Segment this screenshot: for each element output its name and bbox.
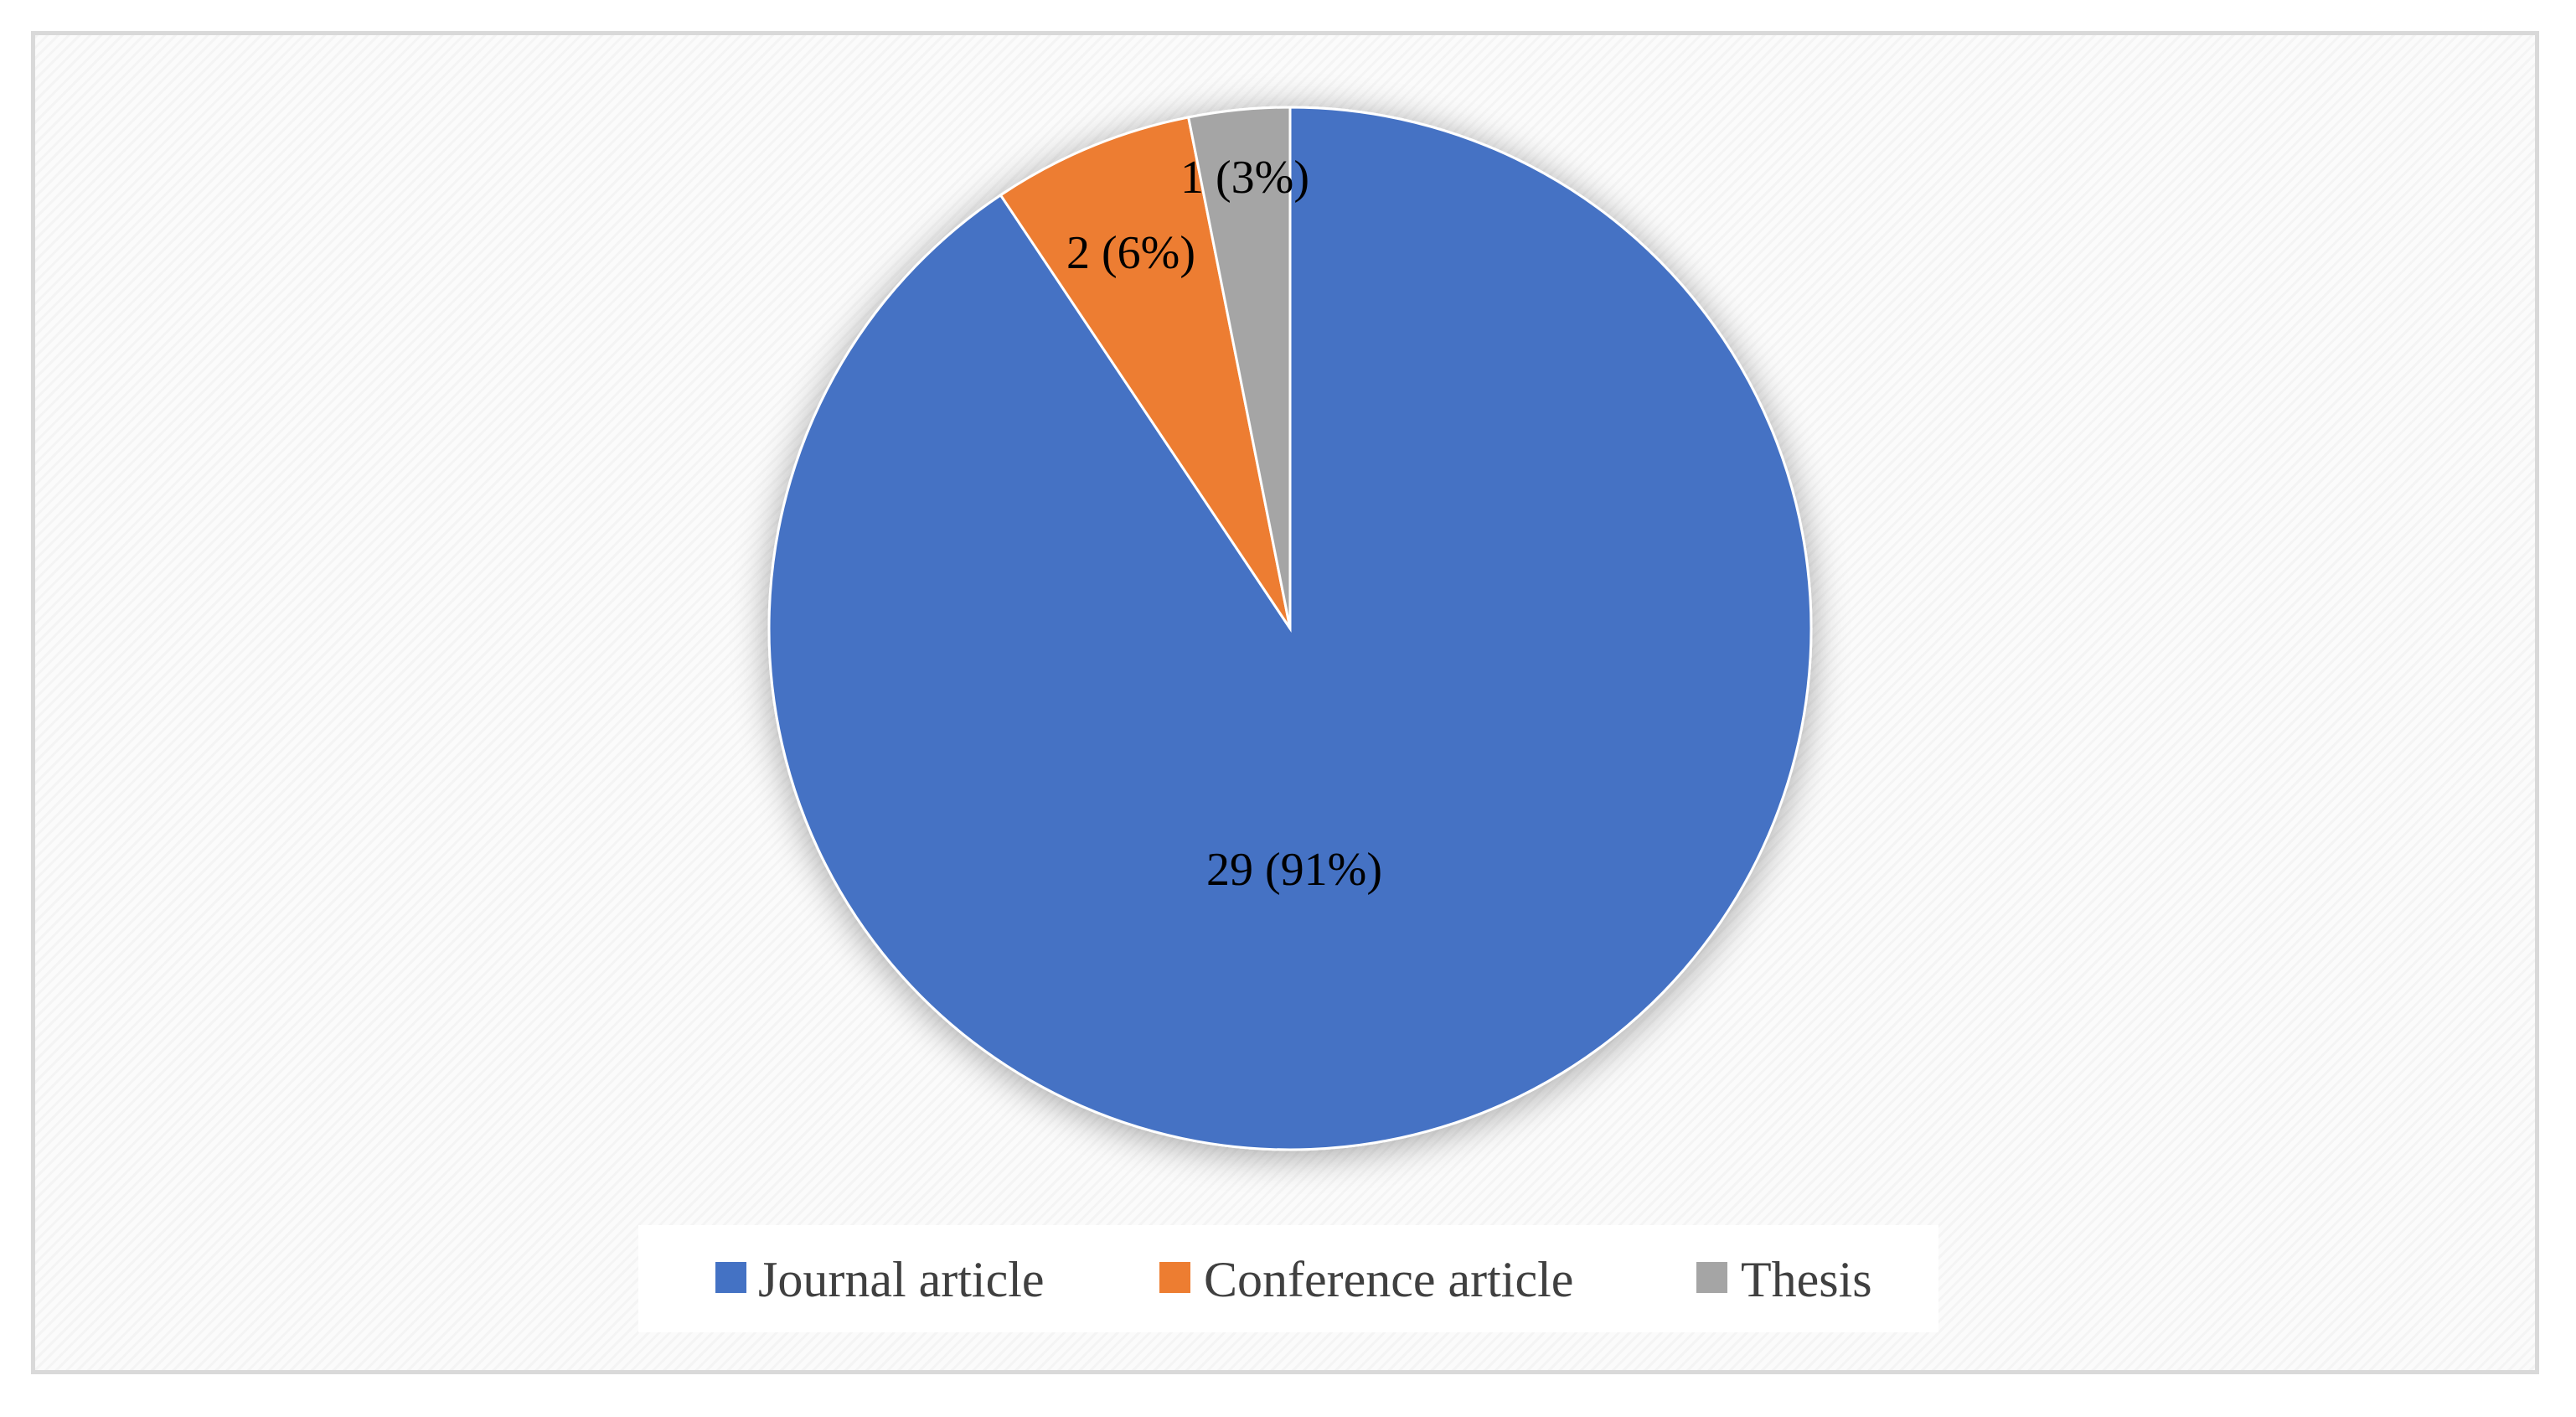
legend-label-journal-article: Journal article (758, 1252, 1045, 1307)
legend: Journal article Conference article Thesi… (638, 1225, 1938, 1332)
pie-slice-conference-article (999, 116, 1292, 629)
legend-swatch-conference-article (1159, 1262, 1190, 1293)
pie-slices (767, 106, 1813, 1151)
slice-label-thesis: 1 (3%) (1180, 152, 1309, 204)
legend-swatch-journal-article (715, 1262, 746, 1293)
legend-label-thesis: Thesis (1741, 1252, 1872, 1307)
slice-labels: 29 (91%) 2 (6%) 1 (3%) (1066, 152, 1382, 896)
slice-label-conference-article: 2 (6%) (1066, 227, 1195, 279)
slice-label-journal-article: 29 (91%) (1206, 844, 1382, 896)
pie-slice-thesis (1186, 106, 1292, 629)
legend-swatch-thesis (1696, 1262, 1727, 1293)
legend-label-conference-article: Conference article (1204, 1252, 1573, 1307)
